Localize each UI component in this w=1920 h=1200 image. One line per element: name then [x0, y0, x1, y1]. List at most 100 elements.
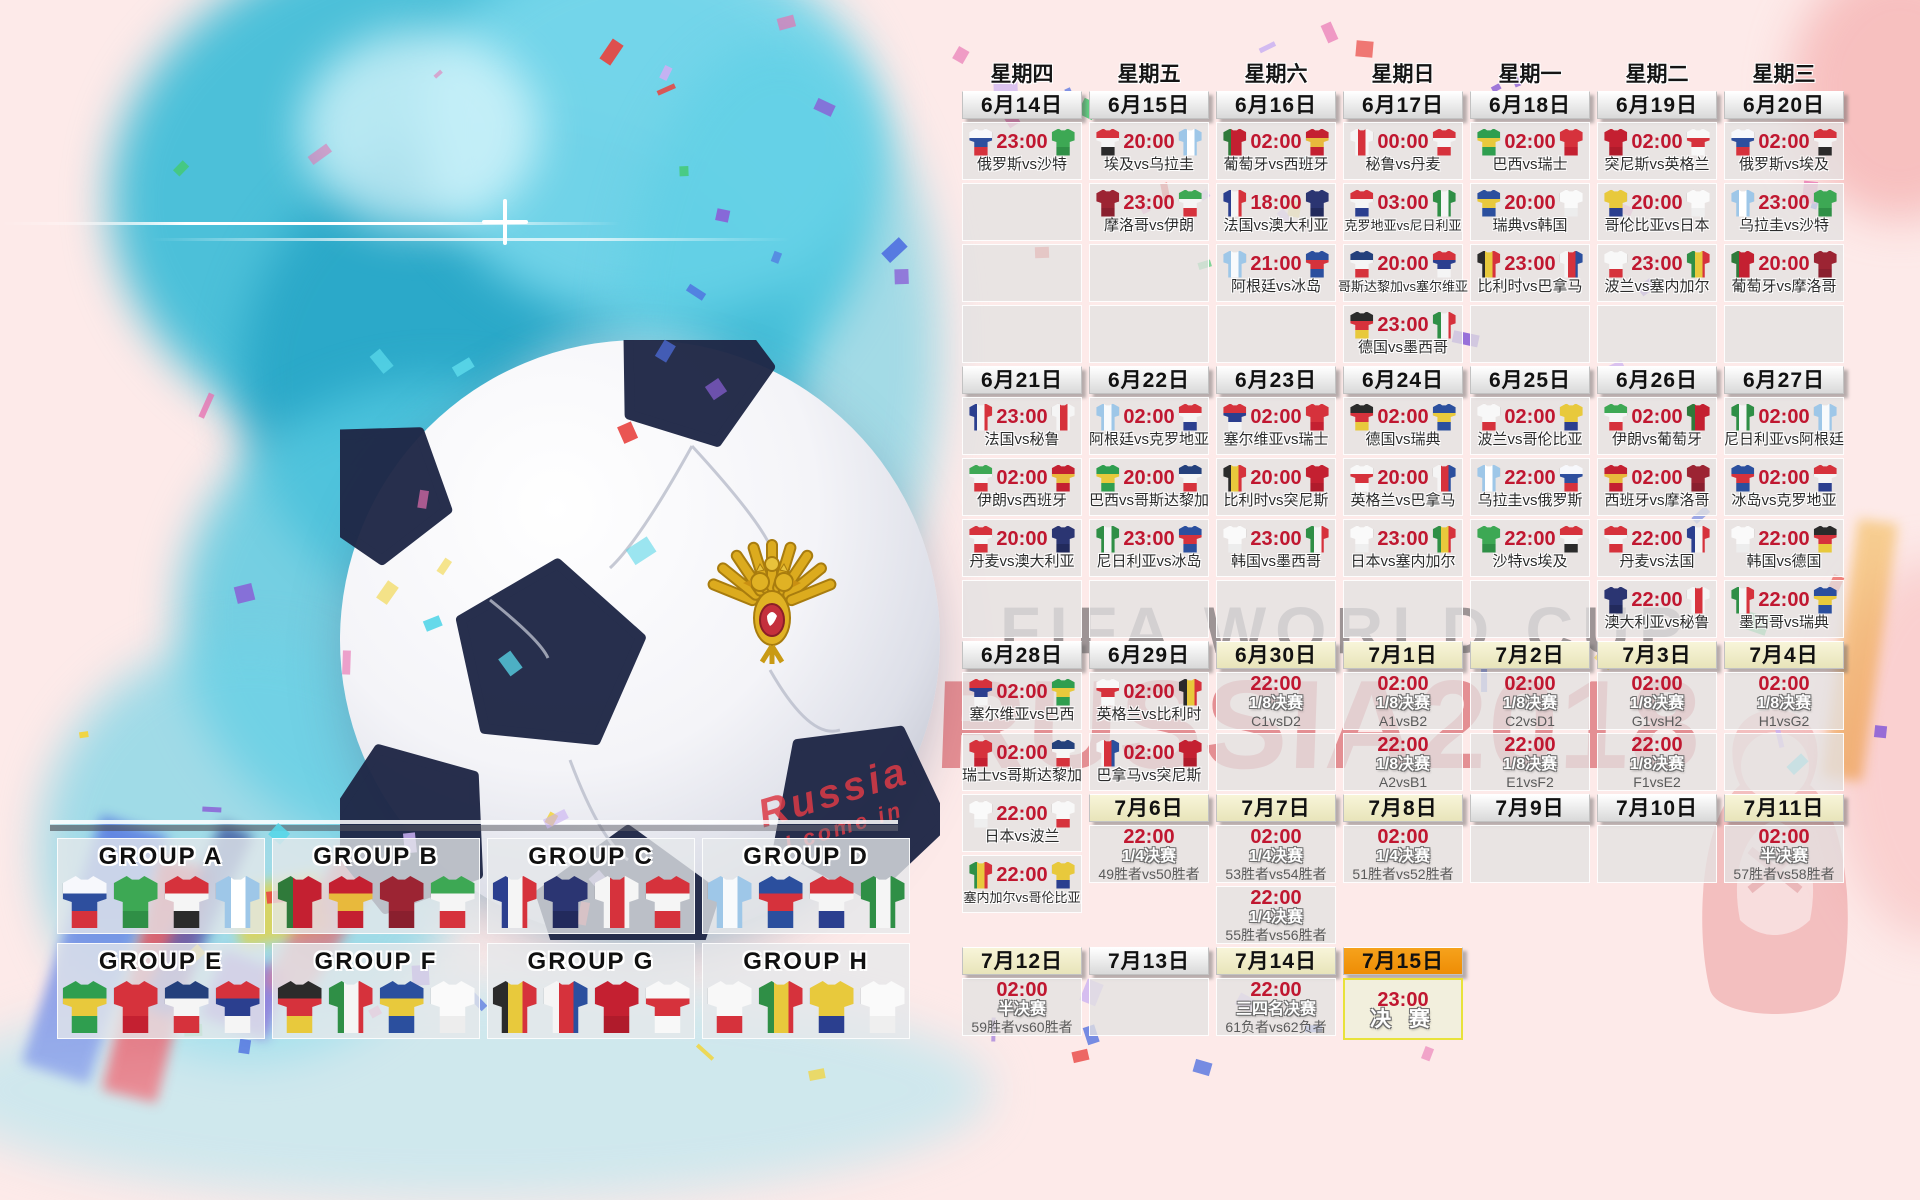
date-header: 7月7日: [1216, 794, 1336, 822]
match-teams: 阿根廷vs克罗地亚: [1089, 430, 1210, 448]
match-time: 20:00: [1504, 192, 1556, 214]
team-jersey-icon: [1223, 403, 1247, 431]
pair-label: 55胜者vs56胜者: [1225, 927, 1327, 943]
match-time: 23:00: [1377, 989, 1429, 1011]
team-jersey-icon: [1432, 250, 1456, 278]
knockout-cell: 02:00 1/8决赛 C2vsD1: [1470, 672, 1590, 730]
knockout-cell: 02:00 1/8决赛 G1vsH2: [1597, 672, 1717, 730]
team-jersey-icon: [1350, 525, 1374, 553]
confetti-piece: [172, 160, 190, 178]
match-cell: 02:00 冰岛vs克罗地亚: [1724, 458, 1844, 516]
match-cell: 02:00 巴拿马vs突尼斯: [1089, 733, 1209, 791]
date-header: 6月30日: [1216, 641, 1336, 669]
empty-cell: [1724, 733, 1844, 791]
ball-seam: [489, 598, 550, 659]
match-teams: 乌拉圭vs俄罗斯: [1477, 491, 1583, 509]
confetti-piece: [1071, 1048, 1090, 1063]
match-time: 00:00: [1377, 131, 1429, 153]
team-jersey-icon: [1731, 586, 1755, 614]
match-teams: 冰岛vs克罗地亚: [1731, 491, 1837, 509]
team-jersey-icon: [1813, 128, 1837, 156]
knockout-cell: 22:00 1/8决赛 A2vsB1: [1343, 733, 1463, 791]
round-name: 1/8决赛: [1375, 756, 1431, 773]
team-jersey-icon: [1350, 250, 1374, 278]
match-time: 02:00: [1377, 826, 1429, 848]
match-cell: 02:00 伊朗vs西班牙: [962, 458, 1082, 516]
match-time: 02:00: [1504, 406, 1556, 428]
match-time: 23:00: [1250, 528, 1302, 550]
knockout-cell: 02:00 半决赛 57胜者vs58胜者: [1724, 825, 1844, 883]
match-teams: 哥斯达黎加vs塞尔维亚: [1338, 278, 1469, 294]
match-row: 23:00: [1090, 189, 1208, 217]
match-time: 20:00: [996, 528, 1048, 550]
match-teams: 韩国vs墨西哥: [1230, 552, 1321, 570]
pair-label: A1vsB2: [1378, 713, 1428, 729]
confetti-piece: [1258, 41, 1276, 54]
date-header: 6月20日: [1724, 91, 1844, 119]
round-name: 1/8决赛: [1629, 695, 1685, 712]
group-title: GROUP D: [743, 843, 869, 870]
match-cell: 22:00 日本vs波兰: [962, 794, 1082, 852]
date-header: 6月23日: [1216, 366, 1336, 394]
team-jersey-icon: [1477, 464, 1501, 492]
match-time: 02:00: [1123, 406, 1175, 428]
empty-cell: [962, 244, 1082, 302]
team-jersey-icon: [707, 876, 752, 928]
confetti-piece: [714, 208, 731, 223]
team-jersey-icon: [62, 876, 107, 928]
group-title: GROUP E: [98, 948, 224, 975]
match-cell: 20:00 葡萄牙vs摩洛哥: [1724, 244, 1844, 302]
match-time: 02:00: [1123, 681, 1175, 703]
match-row: 02:00: [1471, 128, 1589, 156]
match-row: 20:00: [1090, 464, 1208, 492]
match-time: 20:00: [1631, 192, 1683, 214]
team-jersey-icon: [1178, 128, 1202, 156]
match-time: 02:00: [1758, 131, 1810, 153]
team-jersey-icon: [1731, 128, 1755, 156]
empty-cell: [1724, 305, 1844, 363]
match-cell: 22:00 乌拉圭vs俄罗斯: [1470, 458, 1590, 516]
match-teams: 波兰vs哥伦比亚: [1477, 430, 1583, 448]
match-teams: 突尼斯vs英格兰: [1604, 155, 1710, 173]
group-box-h: GROUP H: [702, 943, 910, 1039]
team-jersey-icon: [1432, 189, 1456, 217]
team-jersey-icon: [328, 981, 373, 1033]
knockout-cell: 22:00 1/4决赛 49胜者vs50胜者: [1089, 825, 1209, 883]
team-jersey-icon: [969, 739, 993, 767]
match-cell: 02:00 西班牙vs摩洛哥: [1597, 458, 1717, 516]
match-teams: 塞尔维亚vs瑞士: [1223, 430, 1329, 448]
group-band-top-line: [50, 820, 898, 824]
match-cell: 00:00 秘鲁vs丹麦: [1343, 122, 1463, 180]
confetti-piece: [433, 69, 443, 79]
date-header: 6月29日: [1089, 641, 1209, 669]
round-name: 1/8决赛: [1502, 756, 1558, 773]
team-jersey-icon: [1686, 525, 1710, 553]
final-cell: 23:00 决 赛: [1343, 978, 1463, 1040]
match-row: 03:00: [1344, 189, 1462, 217]
group-jerseys: [58, 876, 264, 928]
match-cell: 20:00 巴西vs哥斯达黎加: [1089, 458, 1209, 516]
weekday-label: 星期一: [1498, 63, 1562, 86]
date-header: 7月13日: [1089, 947, 1209, 975]
match-row: 02:00: [1725, 464, 1843, 492]
empty-cell: [1089, 244, 1209, 302]
match-row: 22:00: [1725, 525, 1843, 553]
match-cell: 02:00 伊朗vs葡萄牙: [1597, 397, 1717, 455]
match-cell: 22:00 丹麦vs法国: [1597, 519, 1717, 577]
match-teams: 比利时vs巴拿马: [1477, 277, 1583, 295]
match-teams: 葡萄牙vs西班牙: [1223, 155, 1329, 173]
match-time: 02:00: [996, 467, 1048, 489]
match-cell: 20:00 比利时vs突尼斯: [1216, 458, 1336, 516]
team-jersey-icon: [1477, 189, 1501, 217]
ball-pentagon: [340, 427, 453, 565]
match-teams: 德国vs墨西哥: [1357, 338, 1448, 356]
empty-cell: [1470, 305, 1590, 363]
match-time: 22:00: [1250, 979, 1302, 1001]
match-cell: 02:00 德国vs瑞典: [1343, 397, 1463, 455]
match-cell: 23:00 乌拉圭vs沙特: [1724, 183, 1844, 241]
match-time: 22:00: [996, 864, 1048, 886]
match-time: 02:00: [1377, 673, 1429, 695]
match-time: 23:00: [996, 406, 1048, 428]
match-cell: 23:00 俄罗斯vs沙特: [962, 122, 1082, 180]
team-jersey-icon: [1051, 800, 1075, 828]
